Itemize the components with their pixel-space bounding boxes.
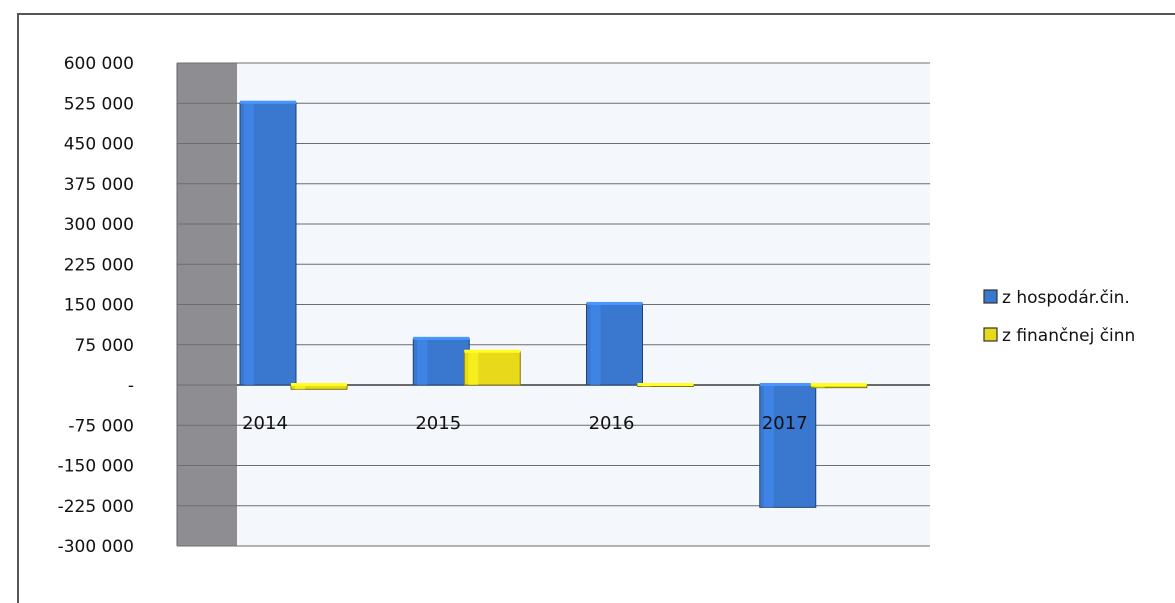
y-tick-label: 300 000 xyxy=(64,215,134,235)
bar-2014-financnej xyxy=(290,383,348,390)
bar-2017-financnej xyxy=(810,383,868,389)
bar-2016-financnej-cap xyxy=(637,383,694,386)
bar-2016-financnej xyxy=(637,383,694,387)
bar-2014-financnej-highlight xyxy=(295,385,305,390)
y-tick-label: 150 000 xyxy=(64,296,134,316)
bar-2014-financnej-cap xyxy=(291,383,347,386)
y-tick-label: 75 000 xyxy=(75,336,134,356)
y-tick-label: 225 000 xyxy=(64,255,134,275)
bar-2017-hospodar-highlight xyxy=(763,385,774,508)
y-tick-label: -75 000 xyxy=(68,416,134,436)
bar-2015-financnej-cap xyxy=(464,349,521,353)
bar-2016-hospodar-highlight xyxy=(590,303,601,385)
bar-2016-hospodar xyxy=(586,301,643,386)
bar-2017-hospodar xyxy=(759,383,817,508)
bar-2014-hospodar-cap xyxy=(240,100,296,104)
bar-2015-financnej-highlight xyxy=(468,351,479,385)
bar-2017-financnej-highlight xyxy=(814,385,825,388)
bar-2015-hospodar xyxy=(412,336,470,386)
gridlines xyxy=(177,62,930,547)
bar-2016-hospodar-cap xyxy=(586,301,643,305)
y-tick-labels: 600 000 525 000 450 000 375 000 300 000 225 0… xyxy=(58,54,134,557)
bar-2015-hospodar-highlight xyxy=(417,338,428,385)
y-tick-label: -300 000 xyxy=(58,537,134,557)
y-tick-label: 375 000 xyxy=(64,175,134,195)
y-tick-label: -225 000 xyxy=(58,497,134,517)
bar-2017-financnej-cap xyxy=(810,383,867,386)
bar-2017-hospodar-cap xyxy=(759,383,816,386)
y-tick-label: 450 000 xyxy=(64,135,134,155)
y-tick-label: -150 000 xyxy=(58,457,134,477)
y-tick-label: 600 000 xyxy=(64,54,134,74)
x-tick-labels: 2014 2015 2016 2017 xyxy=(242,413,808,434)
legend: z hospodár.čin. z finančnej činn xyxy=(983,288,1135,346)
x-tick-label: 2015 xyxy=(415,413,461,434)
legend-swatch xyxy=(983,289,998,304)
chart-svg: 600 000 525 000 450 000 375 000 300 000 225 0… xyxy=(58,54,1136,557)
legend-swatch xyxy=(983,327,998,342)
bar-2014-hospodar xyxy=(239,100,297,386)
x-tick-label: 2016 xyxy=(589,413,635,434)
y-tick-label: 525 000 xyxy=(64,94,134,114)
x-tick-label: 2017 xyxy=(762,413,808,434)
legend-label: z hospodár.čin. xyxy=(1002,288,1130,308)
bar-2015-financnej xyxy=(463,349,521,386)
y-tick-label: - xyxy=(128,376,134,396)
chart-frame: 600 000 525 000 450 000 375 000 300 000 225 0… xyxy=(17,13,1175,603)
bar-2014-hospodar-highlight xyxy=(244,102,254,386)
x-tick-label: 2014 xyxy=(242,413,288,434)
bars xyxy=(239,100,868,508)
legend-label: z finančnej činn xyxy=(1002,326,1135,346)
bar-2015-hospodar-cap xyxy=(413,336,470,340)
